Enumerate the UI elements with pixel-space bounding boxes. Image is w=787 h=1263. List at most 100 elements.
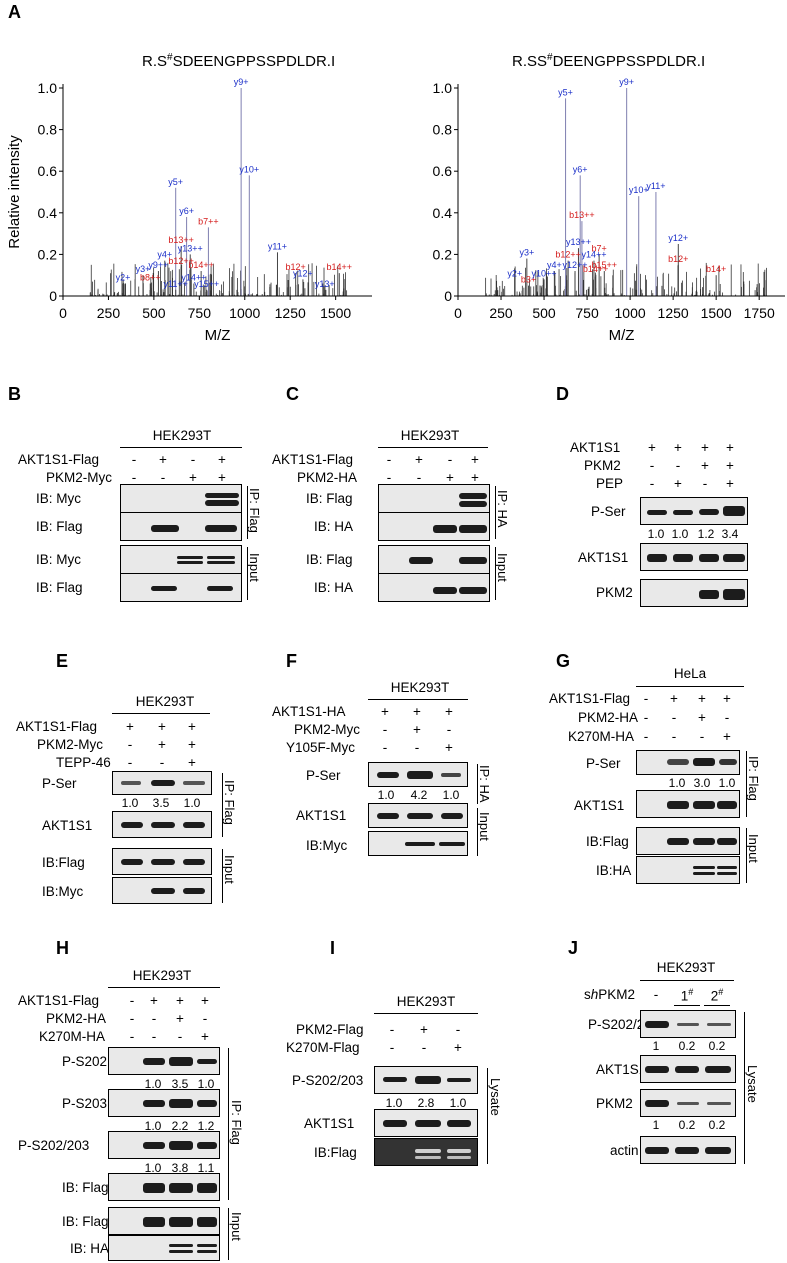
- quant-h2-1: 2.2: [171, 1119, 189, 1133]
- cell-line-underline-e: [112, 713, 210, 714]
- quant-j2-0: 1: [652, 1118, 660, 1132]
- sign-h-0-0: -: [129, 993, 135, 1008]
- row-e-akt1s1: AKT1S1: [42, 818, 93, 833]
- y-tick-label: 0.8: [433, 122, 453, 138]
- row-g-pser: P-Ser: [586, 756, 621, 771]
- x-tick-label: 250: [97, 305, 121, 321]
- sign-e-2-1: -: [159, 755, 165, 770]
- cell-line-underline-b: [120, 447, 242, 448]
- y-tick-label: 0.2: [38, 246, 58, 262]
- cond-h-3: K270M-HA: [39, 1029, 106, 1044]
- x-tick-label: 0: [59, 305, 67, 321]
- row-c-ha-input: IB: HA: [314, 580, 354, 595]
- sign-g-0-3: +: [723, 691, 731, 706]
- y-tick-label: 1.0: [38, 80, 58, 96]
- sign-g-0-0: -: [643, 691, 649, 706]
- lane-j-1: 1#: [680, 987, 694, 1004]
- quant-h1-0: 1.0: [144, 1077, 162, 1091]
- y-tick-label: 0.4: [433, 205, 453, 221]
- quant-h1-2: 1.0: [197, 1077, 215, 1091]
- sign-d-0-2: +: [701, 440, 709, 455]
- cond-d-1: AKT1S1: [570, 440, 621, 455]
- quant-i-1: 2.8: [417, 1096, 435, 1110]
- cond-g-2: PKM2-HA: [578, 710, 639, 725]
- cell-line-underline-i: [374, 1013, 478, 1014]
- sign-f-2-0: -: [382, 740, 388, 755]
- quant-g-2: 1.0: [718, 776, 736, 790]
- row-b-myc-ip: IB: Myc: [36, 491, 82, 506]
- blot-d-akt1s1: [640, 543, 748, 571]
- quant-d-2: 1.2: [697, 527, 715, 541]
- sign-h-1-1: -: [151, 1011, 157, 1026]
- sign-i-1-1: -: [421, 1040, 427, 1055]
- sign-h-2-2: -: [177, 1029, 183, 1044]
- sign-h-1-2: +: [176, 1011, 184, 1026]
- cond-h-2: PKM2-HA: [46, 1011, 107, 1026]
- group-h-ip: IP: Flag: [229, 1100, 244, 1145]
- quant-h2-2: 1.2: [197, 1119, 215, 1133]
- sign-f-1-1: +: [413, 722, 421, 737]
- peak-label-18: y11++: [164, 279, 188, 289]
- blot-h-flag-input: [108, 1207, 220, 1235]
- row-e-myc: IB:Myc: [42, 884, 84, 899]
- peak-label-13: b12+: [286, 262, 306, 272]
- x-tick-label: 1250: [275, 305, 306, 321]
- cond-c-2: PKM2-HA: [297, 470, 358, 485]
- panel-label-g: G: [556, 651, 571, 671]
- cond-j-1: shPKM2: [584, 987, 636, 1002]
- lane-underline-j1: [674, 1005, 700, 1006]
- row-e-flag: IB:Flag: [42, 855, 85, 870]
- sign-e-1-2: +: [188, 737, 196, 752]
- sign-b-0-0: -: [131, 452, 137, 467]
- cell-line-b: HEK293T: [152, 428, 212, 443]
- group-b-ip: IP: Flag: [247, 488, 262, 533]
- cond-c-1: AKT1S1-Flag: [272, 452, 354, 467]
- sign-h-0-3: +: [201, 993, 209, 1008]
- cell-line-f: HEK293T: [390, 680, 450, 695]
- bracket-b-ip: [247, 486, 248, 539]
- sign-d-2-0: -: [649, 476, 655, 491]
- quant-j1-1: 0.2: [678, 1039, 696, 1053]
- x-tick-label: 500: [532, 305, 556, 321]
- peak-label-3: y11+: [646, 181, 665, 191]
- panel-label-i: I: [330, 938, 336, 958]
- blot-i-ps202203: [374, 1066, 478, 1094]
- group-j-lysate: Lysate: [745, 1065, 760, 1103]
- quant-j1-2: 0.2: [708, 1039, 726, 1053]
- peak-label-12: y11+: [268, 241, 287, 251]
- row-h-s202: P-S202: [62, 1054, 108, 1069]
- row-g-akt1s1: AKT1S1: [574, 798, 625, 813]
- sign-e-0-2: +: [188, 719, 196, 734]
- sign-c-1-1: -: [416, 470, 422, 485]
- peak-label-7: y4+: [157, 250, 172, 260]
- sign-e-2-0: -: [127, 755, 133, 770]
- peak-label-14: b14++: [327, 262, 353, 272]
- bracket-e-ip: [222, 773, 223, 837]
- peak-label-19: y15++: [194, 279, 219, 289]
- cond-f-3: Y105F-Myc: [286, 740, 356, 755]
- row-j-actin: actin: [610, 1143, 639, 1158]
- sign-g-0-1: +: [670, 691, 678, 706]
- sign-g-1-0: -: [643, 710, 649, 725]
- peak-label-1: y5+: [558, 87, 573, 97]
- y-tick-label: 1.0: [433, 80, 453, 96]
- sign-d-0-1: +: [674, 440, 682, 455]
- sign-b-0-2: -: [190, 452, 196, 467]
- cell-line-e: HEK293T: [135, 694, 195, 709]
- peak-label-20: y12+: [293, 268, 313, 278]
- sign-i-1-2: +: [454, 1040, 462, 1055]
- sign-i-0-1: +: [420, 1022, 428, 1037]
- sign-i-0-2: -: [455, 1022, 461, 1037]
- lane-j-0: -: [653, 987, 659, 1002]
- peak-label-5: b13++: [168, 235, 194, 245]
- sign-g-1-3: -: [724, 710, 730, 725]
- quant-h3-0: 1.0: [144, 1161, 162, 1175]
- peak-label-8: b12++: [168, 256, 194, 266]
- blot-c-ha-ip: [378, 512, 490, 541]
- blot-f-myc: [368, 831, 468, 856]
- group-i-lysate: Lysate: [488, 1078, 503, 1116]
- sign-f-0-1: +: [413, 704, 421, 719]
- sign-h-0-1: +: [150, 993, 158, 1008]
- sign-h-2-1: -: [151, 1029, 157, 1044]
- blot-h-flag-ip: [108, 1173, 220, 1201]
